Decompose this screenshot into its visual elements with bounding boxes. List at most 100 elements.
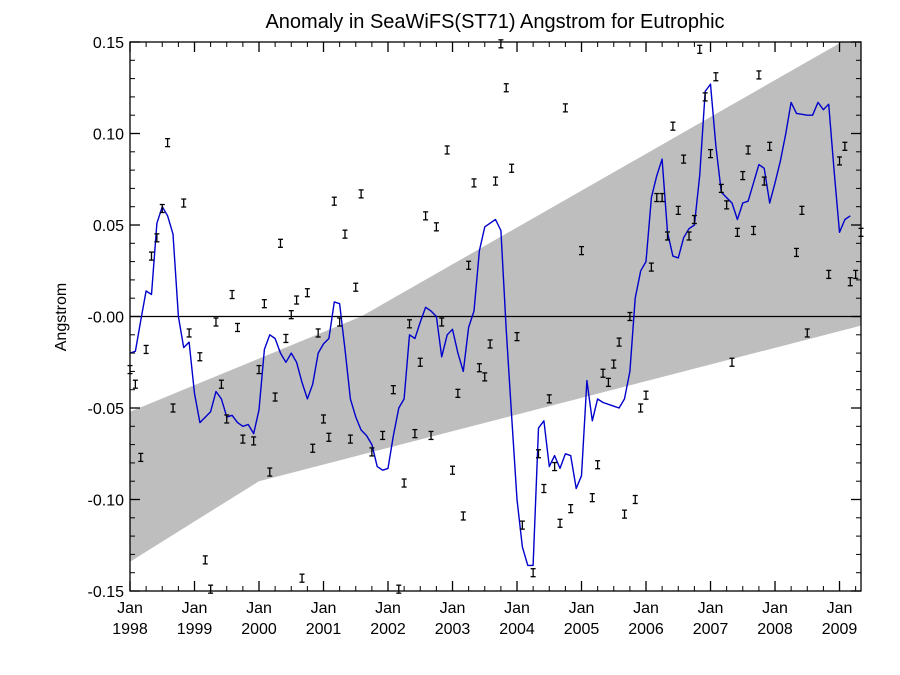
error-marker — [767, 141, 773, 151]
x-tick-year-label: 2000 — [241, 621, 277, 638]
error-marker — [664, 231, 670, 241]
error-marker — [272, 392, 278, 402]
error-marker — [224, 414, 230, 424]
error-marker — [186, 328, 192, 338]
x-tick-year-label: 1998 — [112, 621, 148, 638]
error-marker — [487, 339, 493, 349]
x-tick-month-label: Jan — [182, 600, 208, 617]
series-line-1 — [130, 83, 851, 567]
error-marker — [718, 183, 724, 194]
error-marker — [315, 328, 321, 338]
error-marker — [165, 137, 171, 148]
error-marker — [761, 176, 767, 186]
y-tick-label: -0.05 — [88, 401, 125, 418]
error-marker — [439, 317, 445, 327]
error-marker — [562, 103, 568, 113]
x-tick-month-label: Jan — [698, 600, 724, 617]
error-marker — [159, 203, 165, 214]
error-marker — [493, 176, 499, 186]
error-marker — [331, 196, 337, 206]
error-marker — [702, 92, 708, 102]
error-marker — [579, 245, 585, 256]
error-marker — [519, 520, 525, 530]
error-marker — [530, 568, 536, 578]
error-marker — [450, 465, 456, 475]
error-marker — [638, 403, 644, 413]
error-marker — [804, 328, 810, 338]
error-marker — [433, 222, 439, 232]
y-axis-label: Angstrom — [53, 283, 70, 351]
x-tick-month-label: Jan — [117, 600, 143, 617]
y-tick-label: -0.10 — [88, 493, 125, 510]
x-tick-year-label: 2008 — [757, 621, 793, 638]
error-marker — [654, 192, 660, 203]
x-tick-month-label: Jan — [504, 600, 530, 617]
error-marker — [304, 288, 310, 298]
error-marker — [589, 493, 595, 503]
error-marker — [181, 198, 187, 208]
error-marker — [213, 317, 219, 327]
error-marker — [670, 121, 676, 131]
error-marker — [218, 379, 224, 389]
error-marker — [503, 83, 509, 93]
error-marker — [675, 205, 681, 216]
error-marker — [756, 70, 762, 80]
x-tick-month-label: Jan — [569, 600, 595, 617]
x-tick-year-label: 2003 — [435, 621, 471, 638]
error-marker — [734, 227, 740, 237]
trend-band-layer — [130, 42, 861, 562]
error-marker — [837, 156, 843, 166]
error-marker — [659, 192, 665, 203]
y-tick-label: 0.05 — [93, 218, 124, 235]
x-tick-year-label: 2006 — [628, 621, 664, 638]
error-marker — [353, 282, 359, 292]
error-marker — [417, 357, 423, 367]
error-marker — [321, 414, 327, 424]
error-marker — [148, 251, 154, 261]
trend-band — [130, 42, 861, 562]
error-marker — [476, 363, 482, 373]
error-marker — [842, 141, 848, 151]
error-marker-layer — [127, 39, 864, 594]
error-marker — [724, 200, 730, 210]
error-marker — [482, 372, 488, 382]
x-tick-year-label: 1999 — [177, 621, 213, 638]
y-tick-label: -0.15 — [88, 584, 125, 601]
error-marker — [853, 269, 859, 280]
error-marker — [369, 447, 375, 457]
y-tick-label: -0.00 — [88, 310, 125, 327]
y-tick-label: 0.10 — [93, 127, 124, 144]
error-marker — [605, 377, 611, 388]
error-marker — [240, 434, 246, 444]
axes: 0.150.100.05-0.00-0.05-0.10-0.15Jan1998J… — [88, 35, 862, 638]
error-marker — [793, 247, 799, 258]
error-marker — [514, 331, 520, 342]
error-marker — [713, 72, 719, 82]
error-marker — [643, 390, 649, 400]
error-marker — [751, 225, 757, 236]
x-tick-month-label: Jan — [827, 600, 853, 617]
error-marker — [390, 385, 396, 395]
error-marker — [745, 145, 751, 155]
x-tick-month-label: Jan — [440, 600, 466, 617]
error-marker — [288, 310, 294, 320]
error-marker — [283, 333, 289, 344]
error-marker — [535, 449, 541, 459]
error-marker — [622, 509, 628, 519]
x-tick-year-label: 2002 — [370, 621, 406, 638]
error-marker — [256, 364, 262, 375]
error-marker — [267, 467, 273, 477]
x-tick-year-label: 2005 — [564, 621, 600, 638]
error-marker — [143, 344, 149, 355]
error-marker — [595, 460, 601, 470]
error-marker — [681, 154, 687, 164]
error-marker — [138, 452, 144, 463]
error-marker — [729, 357, 735, 367]
error-marker — [509, 163, 515, 173]
error-marker — [347, 434, 353, 444]
error-marker — [396, 584, 402, 594]
chart-title: Anomaly in SeaWiFS(ST71) Angstrom for Eu… — [265, 11, 724, 33]
error-marker — [847, 277, 853, 287]
error-marker — [444, 145, 450, 155]
x-tick-year-label: 2007 — [693, 621, 729, 638]
